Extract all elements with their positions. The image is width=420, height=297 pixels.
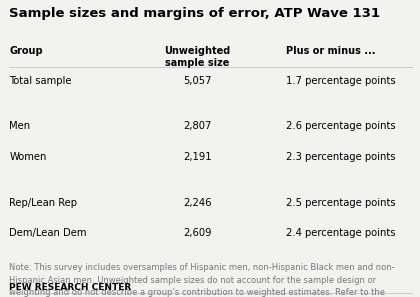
Text: Plus or minus ...: Plus or minus ... [286,46,375,56]
Text: PEW RESEARCH CENTER: PEW RESEARCH CENTER [9,283,131,292]
Text: 1.7 percentage points: 1.7 percentage points [286,76,395,86]
Text: Unweighted
sample size: Unweighted sample size [164,46,231,68]
Text: 2.5 percentage points: 2.5 percentage points [286,198,395,208]
Text: 2.3 percentage points: 2.3 percentage points [286,152,395,162]
Text: Rep/Lean Rep: Rep/Lean Rep [9,198,77,208]
Text: Group: Group [9,46,43,56]
Text: Women: Women [9,152,47,162]
Text: Dem/Lean Dem: Dem/Lean Dem [9,228,87,238]
Text: 2.4 percentage points: 2.4 percentage points [286,228,395,238]
Text: 2,609: 2,609 [183,228,212,238]
Text: 2,191: 2,191 [183,152,212,162]
Text: Men: Men [9,121,30,132]
Text: Note: This survey includes oversamples of Hispanic men, non-Hispanic Black men a: Note: This survey includes oversamples o… [9,263,395,297]
Text: Sample sizes and margins of error, ATP Wave 131: Sample sizes and margins of error, ATP W… [9,7,380,20]
Text: Total sample: Total sample [9,76,72,86]
Text: 2.6 percentage points: 2.6 percentage points [286,121,395,132]
Text: 2,807: 2,807 [183,121,212,132]
Text: 5,057: 5,057 [183,76,212,86]
Text: 2,246: 2,246 [183,198,212,208]
